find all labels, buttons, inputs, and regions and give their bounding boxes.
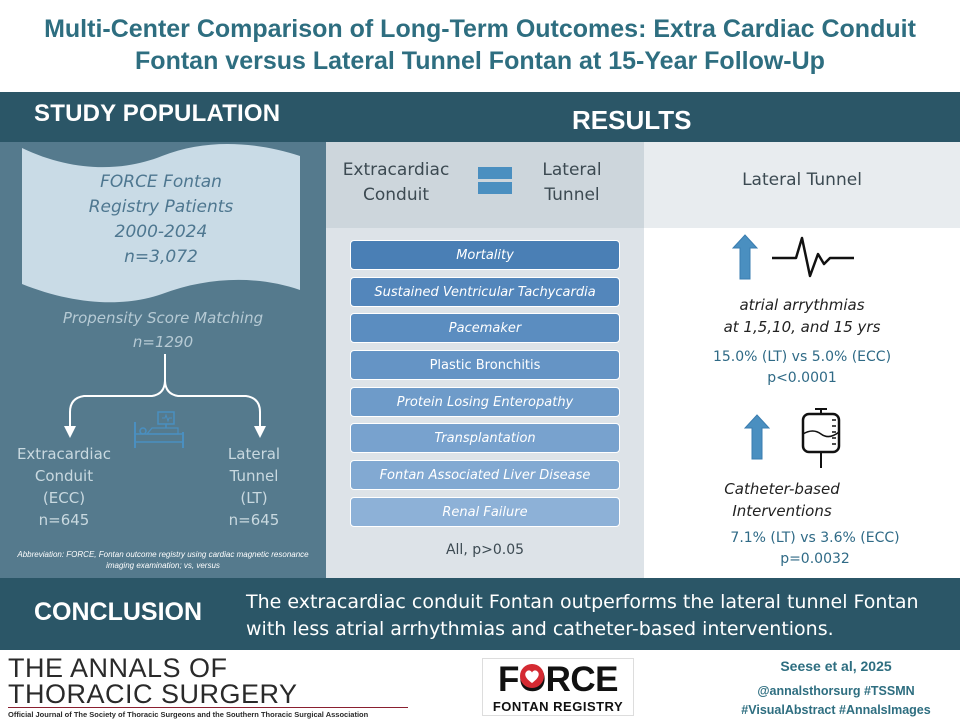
ecg-icon bbox=[772, 236, 854, 278]
outcome-pacemaker: Pacemaker bbox=[350, 313, 620, 343]
journal-name-line-2: THORACIC SURGERY bbox=[8, 679, 298, 709]
outcome-renal-failure: Renal Failure bbox=[350, 497, 620, 527]
equals-icon-bottom-bar bbox=[478, 182, 512, 194]
heart-icon bbox=[520, 664, 544, 688]
title-line-2: Fontan versus Lateral Tunnel Fontan at 1… bbox=[135, 47, 825, 75]
equals-icon-top-bar bbox=[478, 167, 512, 179]
lateral-tunnel-panel bbox=[644, 228, 960, 578]
journal-name-line-1: THE ANNALS OF bbox=[8, 653, 228, 683]
equal-right-line-1: Lateral bbox=[542, 160, 602, 180]
lt-line-4: n=645 bbox=[228, 511, 280, 529]
outcome-plastic-bronchitis: Plastic Bronchitis bbox=[350, 350, 620, 380]
conclusion-text: The extracardiac conduit Fontan outperfo… bbox=[246, 591, 919, 640]
ecc-line-4: n=645 bbox=[38, 511, 90, 529]
matching-n: n=1290 bbox=[132, 333, 194, 351]
catheter-line-2: Interventions bbox=[732, 502, 832, 520]
equal-left-line-2: Conduit bbox=[363, 185, 429, 205]
lateral-tunnel-heading: Lateral Tunnel bbox=[742, 170, 862, 190]
equal-right-label: Lateral Tunnel bbox=[522, 158, 622, 208]
outcome-transplantation: Transplantation bbox=[350, 423, 620, 453]
arrhythmia-line-2: at 1,5,10, and 15 yrs bbox=[723, 318, 881, 336]
social-handle: @annalsthorsurg #TSSMN bbox=[757, 684, 915, 698]
outcome-liver-disease: Fontan Associated Liver Disease bbox=[350, 460, 620, 490]
ecc-line-1: Extracardiac bbox=[16, 445, 112, 463]
arrhythmia-p: p<0.0001 bbox=[767, 370, 837, 386]
force-logo bbox=[482, 658, 634, 716]
group-lt: Lateral Tunnel (LT) n=645 bbox=[206, 443, 302, 531]
conclusion-heading: CONCLUSION bbox=[34, 598, 203, 626]
ecc-line-2: Conduit bbox=[34, 467, 94, 485]
outcome-mortality: Mortality bbox=[350, 240, 620, 270]
catheter-stat: 7.1% (LT) vs 3.6% (ECC) bbox=[730, 530, 900, 546]
header-band bbox=[0, 92, 960, 142]
journal-divider bbox=[8, 707, 408, 708]
registry-text: FORCE Fontan Registry Patients 2000-2024… bbox=[22, 170, 300, 270]
group-ecc: Extracardiac Conduit (ECC) n=645 bbox=[4, 443, 124, 531]
arrhythmia-stats: 15.0% (LT) vs 5.0% (ECC) p<0.0001 bbox=[644, 347, 960, 389]
ecc-line-3: (ECC) bbox=[42, 489, 86, 507]
arrhythmia-line-1: atrial arrythmias bbox=[739, 296, 865, 314]
title-block: Multi-Center Comparison of Long-Term Out… bbox=[0, 0, 960, 90]
catheter-p: p=0.0032 bbox=[780, 551, 850, 567]
up-arrow-icon bbox=[732, 234, 758, 280]
split-arrows-icon bbox=[64, 354, 266, 438]
catheter-line-1: Catheter-based bbox=[724, 480, 840, 498]
matching-label: Propensity Score Matching bbox=[62, 309, 264, 327]
propensity-matching: Propensity Score Matching n=1290 bbox=[0, 306, 326, 354]
hospital-bed-icon bbox=[134, 411, 184, 448]
registry-line-2: Registry Patients bbox=[88, 197, 234, 217]
results-heading: RESULTS bbox=[572, 105, 692, 135]
force-logo-subtitle: FONTAN REGISTRY bbox=[492, 699, 624, 714]
abbreviation-note: Abbreviation: FORCE, Fontan outcome regi… bbox=[17, 550, 309, 570]
registry-line-3: 2000-2024 bbox=[114, 222, 208, 242]
equal-left-line-1: Extracardiac bbox=[342, 160, 450, 180]
equal-left-label: Extracardiac Conduit bbox=[334, 158, 458, 208]
arrhythmia-stat: 15.0% (LT) vs 5.0% (ECC) bbox=[712, 349, 892, 365]
journal-subtitle: Official Journal of The Society of Thora… bbox=[8, 710, 369, 719]
atrial-arrhythmia-label: atrial arrythmias at 1,5,10, and 15 yrs bbox=[644, 294, 960, 338]
lateral-tunnel-header bbox=[644, 142, 960, 228]
registry-line-4: n=3,072 bbox=[124, 247, 198, 267]
outcome-ple: Protein Losing Enteropathy bbox=[350, 387, 620, 417]
title-line-1: Multi-Center Comparison of Long-Term Out… bbox=[44, 15, 916, 43]
lt-line-1: Lateral bbox=[227, 445, 281, 463]
registry-banner-shape bbox=[22, 143, 300, 303]
up-arrow-icon-2 bbox=[744, 414, 770, 460]
outcome-sustained-vt: Sustained Ventricular Tachycardia bbox=[350, 277, 620, 307]
study-population-heading: STUDY POPULATION bbox=[34, 100, 281, 127]
catheter-label: Catheter-based Interventions bbox=[644, 478, 920, 522]
iv-bag-icon bbox=[801, 408, 841, 468]
lt-line-3: (LT) bbox=[240, 489, 268, 507]
all-p-value: All, p>0.05 bbox=[445, 542, 525, 558]
conclusion-band bbox=[0, 578, 960, 650]
authors-credit: Seese et al, 2025 bbox=[780, 658, 892, 674]
equal-right-line-2: Tunnel bbox=[544, 185, 600, 205]
force-logo-word: FORCE bbox=[498, 660, 619, 699]
registry-line-1: FORCE Fontan bbox=[100, 172, 222, 192]
hashtags: #VisualAbstract #AnnalsImages bbox=[741, 703, 931, 717]
lt-line-2: Tunnel bbox=[229, 467, 279, 485]
catheter-stats: 7.1% (LT) vs 3.6% (ECC) p=0.0032 bbox=[670, 528, 960, 570]
